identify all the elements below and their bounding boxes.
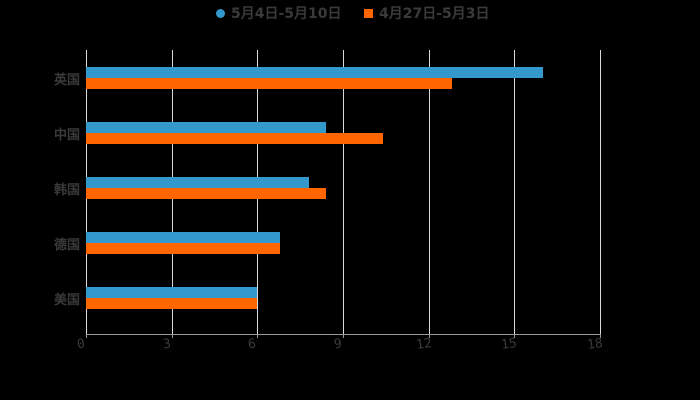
chart-legend: 5月4日-5月10日 4月27日-5月3日 (0, 3, 700, 23)
gridline (429, 50, 430, 335)
bar-series1[interactable] (86, 286, 258, 298)
bar-series1[interactable] (86, 176, 309, 188)
x-axis-line (86, 334, 601, 335)
category-label: 德国 (53, 237, 80, 253)
x-tick-label: 9 (333, 336, 343, 353)
x-tick (172, 334, 173, 338)
gridline (514, 50, 515, 335)
legend-square-icon (364, 8, 373, 18)
category-label: 英国 (53, 72, 80, 88)
bar-series1[interactable] (86, 231, 281, 243)
x-tick (86, 334, 87, 338)
bar-series2[interactable] (86, 297, 258, 309)
x-tick-label: 3 (162, 336, 172, 353)
x-tick (343, 334, 344, 338)
x-tick-label: 6 (247, 336, 257, 353)
legend-label: 5月4日-5月10日 (231, 6, 342, 22)
bar-series2[interactable] (86, 132, 383, 144)
legend-label: 4月27日-5月3日 (379, 6, 490, 22)
x-tick (514, 334, 515, 338)
x-tick (429, 334, 430, 338)
x-tick-label: 18 (586, 335, 604, 354)
bar-series1[interactable] (86, 121, 326, 133)
legend-circle-icon (216, 8, 225, 18)
x-tick-label: 0 (76, 336, 86, 353)
category-label: 中国 (53, 127, 80, 143)
x-tick-label: 15 (500, 335, 518, 354)
bar-series2[interactable] (86, 242, 281, 254)
category-label: 韩国 (53, 182, 80, 198)
gridline (600, 50, 601, 335)
x-tick (600, 334, 601, 338)
bar-series1[interactable] (86, 66, 543, 78)
bar-series2[interactable] (86, 77, 452, 89)
legend-item-apr27-may3[interactable]: 4月27日-5月3日 (364, 3, 490, 23)
category-label: 美国 (53, 292, 80, 308)
x-tick (257, 334, 258, 338)
legend-item-may4-may10[interactable]: 5月4日-5月10日 (216, 3, 342, 23)
gridline (343, 50, 344, 335)
x-tick-label: 12 (415, 335, 433, 354)
bar-series2[interactable] (86, 187, 326, 199)
